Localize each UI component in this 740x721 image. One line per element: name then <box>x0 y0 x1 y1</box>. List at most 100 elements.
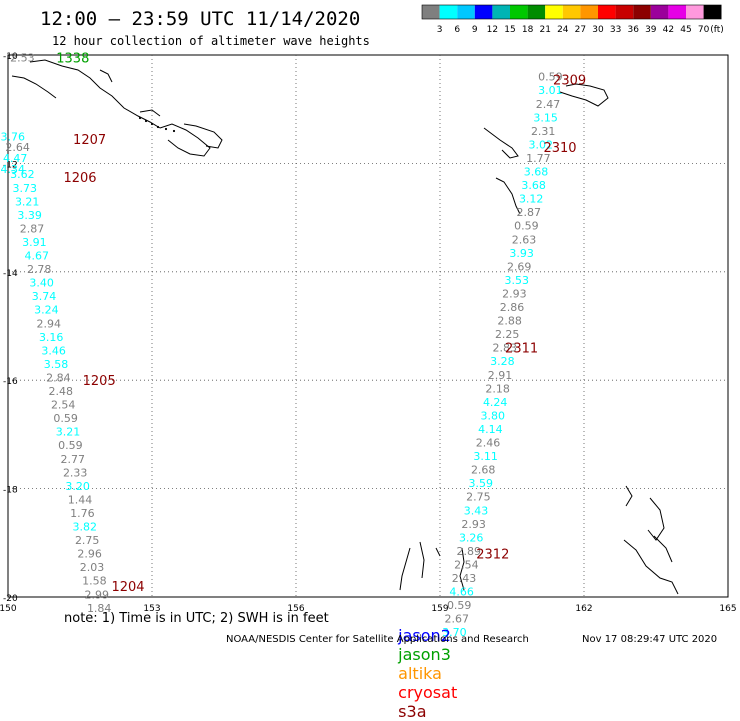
wave-height-label: 4.67 <box>25 250 50 263</box>
colorbar-tick-label: 27 <box>575 25 586 35</box>
wave-height-label: 2.54 <box>454 558 479 571</box>
wave-height-label: 2.99 <box>85 588 110 601</box>
wave-height-label: 2.93 <box>502 287 527 300</box>
wave-height-label: 4.66 <box>449 586 474 599</box>
x-tick-label: 159 <box>431 604 448 614</box>
chart-title: 12:00 – 23:59 UTC 11/14/2020 <box>40 8 361 30</box>
pass-time-label: 2309 <box>553 73 586 88</box>
island-dot <box>138 116 142 120</box>
island-dot <box>172 129 176 133</box>
wave-height-label: 3.11 <box>473 450 498 463</box>
wave-height-label: 3.73 <box>13 182 38 195</box>
coastline <box>435 547 441 557</box>
colorbar-swatch <box>545 5 563 19</box>
colorbar-tick-label: 36 <box>627 25 639 35</box>
x-tick-label: 156 <box>287 604 304 614</box>
colorbar-tick-label: 21 <box>539 25 550 35</box>
colorbar-swatch <box>474 5 493 19</box>
wave-height-label: 2.89 <box>457 545 482 558</box>
coastline <box>11 75 57 99</box>
wave-height-label: 3.43 <box>464 504 489 517</box>
colorbar-frame <box>421 4 722 20</box>
wave-height-label: 0.59 <box>58 439 83 452</box>
coastline <box>459 547 465 591</box>
footer-timestamp: Nov 17 08:29:47 UTC 2020 <box>582 634 718 645</box>
pass-time-label: 2310 <box>543 141 576 156</box>
y-tick-label: -20 <box>3 594 18 604</box>
colorbar-tick-label: 6 <box>454 25 460 35</box>
wave-height-label: 2.64 <box>5 141 30 154</box>
y-tick-label: -16 <box>3 377 18 387</box>
colorbar-swatch <box>562 5 581 19</box>
pass-time-label: 1206 <box>63 171 96 186</box>
wave-height-label: 2.47 <box>536 98 561 111</box>
colorbar-swatch <box>457 5 475 19</box>
colorbar-swatch <box>615 5 634 19</box>
wave-height-label: 2.53 <box>10 52 35 65</box>
colorbar-tick-label: 30 <box>592 25 604 35</box>
wave-height-label: 3.15 <box>533 111 558 124</box>
wave-height-label: 2.33 <box>63 466 88 479</box>
wave-height-label: 3.46 <box>41 344 66 357</box>
wave-height-label: 2.63 <box>512 233 537 246</box>
wave-height-label: 3.68 <box>524 166 549 179</box>
wave-height-label: 3.39 <box>17 209 42 222</box>
wave-height-label: 3.20 <box>65 480 90 493</box>
x-tick-label: 162 <box>575 604 592 614</box>
wave-height-label: 2.77 <box>61 453 86 466</box>
satellite-legend: jason2 jason3 altika cryosat s3a <box>388 607 467 721</box>
wave-height-label: 3.21 <box>15 195 40 208</box>
colorbar-tick-label: 24 <box>557 25 569 35</box>
wave-height-label: 3.01 <box>538 84 563 97</box>
wave-height-label: 0.59 <box>538 71 563 84</box>
coastline <box>99 69 113 83</box>
colorbar-tick-label: 18 <box>522 25 534 35</box>
wave-height-label: 2.18 <box>485 382 510 395</box>
wave-height-label: 1.76 <box>70 507 95 520</box>
wave-height-label: 2.75 <box>466 491 491 504</box>
wave-height-label: 2.94 <box>37 317 62 330</box>
wave-height-label: 2.43 <box>452 572 477 585</box>
coastline <box>29 59 161 129</box>
wave-height-label: 2.54 <box>51 399 76 412</box>
wave-height-label: 3.02 <box>529 138 554 151</box>
colorbar-tick-label: 3 <box>437 25 443 35</box>
wave-height-label: 3.12 <box>519 193 544 206</box>
wave-height-label: 3.74 <box>32 290 57 303</box>
wave-height-label: 3.16 <box>39 331 64 344</box>
colorbar-swatch <box>703 5 722 19</box>
x-tick-label: 150 <box>0 604 17 614</box>
wave-height-map: 150 153 156 159 162 165 -10 -12 -14 -16 -18 -20 2.53… <box>0 52 737 640</box>
coastline <box>653 535 673 563</box>
wave-height-label: 2.87 <box>517 206 542 219</box>
wave-height-label: 3.62 <box>10 168 35 181</box>
chart-subtitle: 12 hour collection of altimeter wave hei… <box>52 34 370 48</box>
wave-height-label: 2.88 <box>497 315 522 328</box>
colorbar-tick-label: 33 <box>610 25 621 35</box>
wave-height-label: 2.31 <box>531 125 556 138</box>
pass-time-label: 1207 <box>73 133 106 148</box>
satellite-altika: altika <box>398 664 442 683</box>
wave-height-label: 3.40 <box>29 277 54 290</box>
wave-height-label: 3.26 <box>459 531 484 544</box>
coastline <box>139 109 161 117</box>
wave-height-label: 0.59 <box>514 220 539 233</box>
pass-time-label: 1205 <box>83 374 116 389</box>
satellite-jason2: jason2 <box>398 626 451 645</box>
wave-height-label: 3.93 <box>509 247 534 260</box>
wave-height-label: 4.47 <box>3 152 28 165</box>
colorbar-swatch <box>686 5 704 19</box>
coastline <box>625 485 633 507</box>
wave-height-label: 4.24 <box>483 396 508 409</box>
wave-height-label: 3.24 <box>34 304 59 317</box>
wave-height-label: 2.48 <box>49 385 74 398</box>
colorbar-swatch <box>492 5 510 19</box>
wave-height-label: 3.82 <box>73 521 98 534</box>
wave-height-label: 3.53 <box>505 274 530 287</box>
coastline <box>495 177 521 215</box>
wave-height-label: 2.93 <box>461 518 486 531</box>
wave-height-label: 2.78 <box>27 263 52 276</box>
wave-height-label: 4.14 <box>478 423 503 436</box>
wave-height-label: 2.46 <box>476 437 501 450</box>
wave-height-label: 1.77 <box>526 152 551 165</box>
